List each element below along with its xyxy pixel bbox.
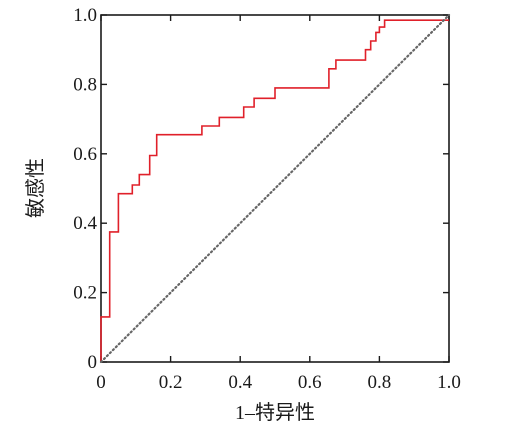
x-tick-label: 0.8	[368, 372, 392, 393]
x-tick-label: 0	[96, 372, 106, 393]
y-tick-label: 0.4	[73, 213, 97, 234]
reference-diagonal-line	[99, 13, 451, 364]
y-tick-label: 0.8	[73, 74, 97, 95]
series-layer	[99, 13, 451, 364]
plot-frame	[100, 14, 450, 363]
y-tick-label: 0.2	[73, 283, 97, 304]
x-tick-label: 1.0	[437, 372, 461, 393]
x-tick-label: 0.4	[228, 372, 252, 393]
x-tick-label: 0.2	[159, 372, 183, 393]
x-axis-title: 1–特异性	[235, 401, 315, 424]
y-tick-label: 0	[88, 352, 98, 373]
y-tick-label: 1.0	[73, 5, 97, 26]
y-tick-label: 0.6	[73, 144, 97, 165]
y-axis-title: 敏感性	[24, 158, 47, 218]
tick-labels: 0 0.2 0.4 0.6 0.8 1.0 0 0.2 0.4 0.6 0.8 1.0	[73, 5, 461, 393]
x-tick-label: 0.6	[298, 372, 322, 393]
roc-curve-line	[100, 19, 449, 362]
